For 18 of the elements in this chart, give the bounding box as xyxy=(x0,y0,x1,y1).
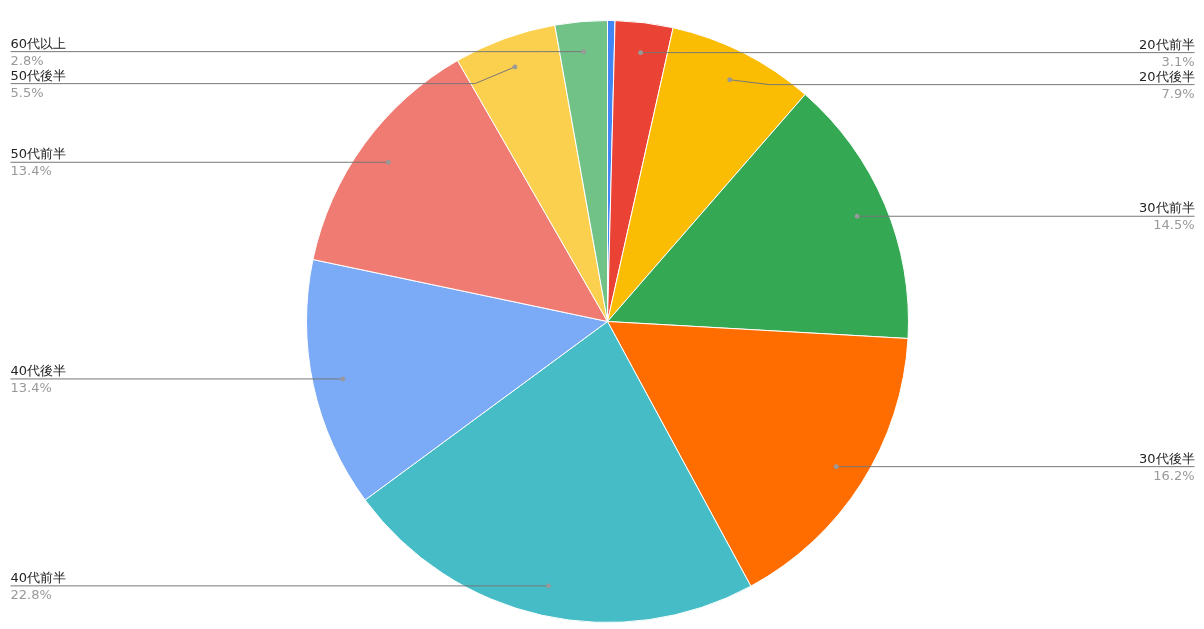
slice-label: 30代後半 xyxy=(1138,450,1195,466)
data-label: 2.8% xyxy=(10,52,44,68)
slice-label: 40代前半 xyxy=(10,569,67,585)
data-label: 13.4% xyxy=(10,163,52,179)
data-label: 3.1% xyxy=(1161,53,1195,69)
slice-label: 20代前半 xyxy=(1138,36,1195,52)
slice-label: 30代前半 xyxy=(1138,200,1195,216)
slice-label: 20代後半 xyxy=(1138,68,1195,84)
data-label: 16.2% xyxy=(1153,467,1195,483)
slice-label: 60代以上 xyxy=(10,35,67,51)
slice-label: 50代前半 xyxy=(10,146,67,162)
data-label: 7.9% xyxy=(1161,85,1195,101)
slice-label: 50代後半 xyxy=(10,67,67,83)
data-label: 14.5% xyxy=(1153,217,1195,233)
slice-label: 40代後半 xyxy=(10,362,67,378)
data-label: 5.5% xyxy=(10,84,44,100)
data-label: 13.4% xyxy=(10,379,52,395)
data-label: 22.8% xyxy=(10,586,52,602)
